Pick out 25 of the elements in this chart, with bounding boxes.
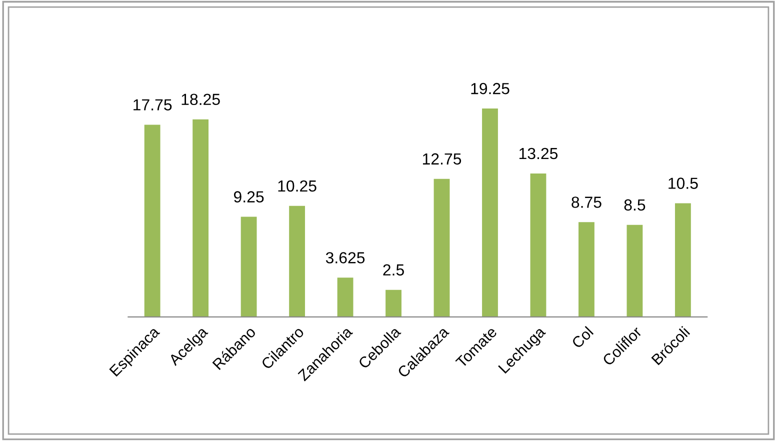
bar [240, 216, 257, 317]
bar [386, 290, 402, 317]
data-label: 18.25 [182, 94, 220, 106]
bar [192, 119, 209, 317]
data-label: 19.25 [471, 82, 510, 94]
data-label: 10.5 [668, 178, 698, 189]
data-label: 17.75 [134, 99, 172, 110]
data-label: 3.625 [326, 252, 365, 264]
x-tick-label: Col [570, 326, 594, 349]
data-label: 13.25 [519, 148, 558, 160]
bar [144, 124, 160, 317]
bar [337, 278, 354, 317]
bar [530, 173, 546, 317]
data-label: 12.75 [422, 153, 462, 165]
data-label: 8.75 [572, 196, 602, 208]
bar [289, 206, 305, 317]
bar [482, 108, 498, 317]
data-label: 2.5 [383, 264, 404, 276]
bar [674, 203, 691, 317]
bar [434, 178, 450, 317]
data-label: 10.25 [278, 180, 316, 192]
data-label: 8.5 [624, 199, 646, 211]
bar [626, 224, 643, 317]
bar [578, 222, 594, 317]
data-label: 9.25 [234, 191, 264, 202]
